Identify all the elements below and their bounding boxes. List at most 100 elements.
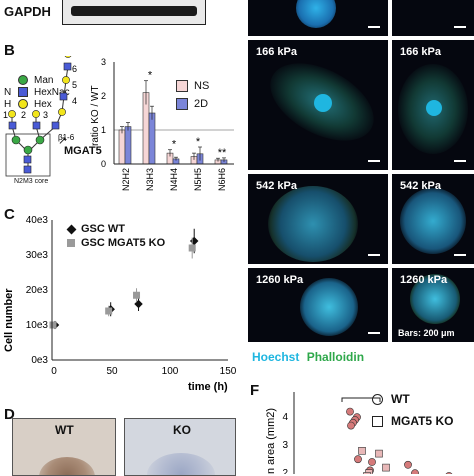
scale-bar xyxy=(368,254,380,256)
scale-bar xyxy=(368,332,380,334)
cell-spread xyxy=(268,186,358,262)
category-label-n6h6: N6H6 xyxy=(217,168,227,191)
legend-gsc-ko: GSC MGAT5 KO xyxy=(66,236,165,250)
kpa-label: 542 kPa xyxy=(256,180,297,192)
micro-tile-542-right: 542 kPa xyxy=(392,174,474,264)
category-label-n3h3: N3H3 xyxy=(145,168,155,191)
chart-c-legend: GSC WT GSC MGAT5 KO xyxy=(66,222,165,250)
man-right-icon xyxy=(35,135,45,145)
kpa-label: 1260 kPa xyxy=(256,274,304,286)
man-symbol-icon xyxy=(18,75,28,85)
square-marker-icon xyxy=(372,415,383,427)
chart-c-ylabel: Cell number xyxy=(3,288,15,352)
mgat5-label: MGAT5 xyxy=(64,145,102,157)
category-label-n2h2: N2H2 xyxy=(121,168,131,191)
legend-hex-prefix: H xyxy=(4,98,12,110)
stain-legend: Hoechst Phalloidin xyxy=(252,350,364,364)
hexnac-mgat5-icon xyxy=(51,121,60,130)
point-mgat5-ko xyxy=(375,449,383,458)
western-blot-gapdh xyxy=(62,0,206,25)
branch-number-5: 5 xyxy=(72,80,77,90)
chart-c-xtick-3: 150 xyxy=(220,366,237,377)
significance-mark: ** xyxy=(218,147,227,159)
kpa-label: 166 kPa xyxy=(256,46,297,58)
point-mgat5-ko xyxy=(358,446,366,455)
bars-scale-label: Bars: 200 μm xyxy=(398,328,455,338)
hex-ext5-icon xyxy=(64,56,72,58)
panel-b-letter: B xyxy=(4,42,15,59)
point-gsc-wt xyxy=(189,236,199,246)
bar-2d-n3h3 xyxy=(148,112,156,165)
scale-bar xyxy=(454,160,466,162)
category-label-n5h5: N5H5 xyxy=(193,168,203,191)
point-gsc-ko xyxy=(188,244,196,252)
chart-b-ylabel: ratio KO / WT xyxy=(90,85,101,146)
chart-b-ytick-2: 2 xyxy=(101,91,106,101)
micro-tile-row0-right xyxy=(392,0,474,36)
chart-c-ytick-4: 40e3 xyxy=(26,215,49,226)
gapdh-band xyxy=(71,6,197,16)
panel-f-letter: F xyxy=(250,382,260,399)
point-wt xyxy=(354,455,362,464)
branch-number-1: 1 xyxy=(3,110,8,120)
hex-b1-icon xyxy=(8,110,16,118)
legend-2d: 2D xyxy=(176,98,209,110)
legend-f-ko: MGAT5 KO xyxy=(372,410,453,432)
hex-b2-icon xyxy=(32,110,40,118)
bar-chart-ratio: N2H2 N3H3*N4H4*N5H5*N6H6** ratio KO / WT … xyxy=(90,57,234,191)
legend-hex-label: Hex xyxy=(34,98,52,110)
chart-b-ytick-1: 1 xyxy=(101,125,106,135)
hex-ext1-icon xyxy=(58,108,66,116)
scale-bar xyxy=(368,26,380,28)
chart-f-ylabel: n area (mm2) xyxy=(265,408,277,474)
chart-f-legend: WT MGAT5 KO xyxy=(372,388,453,432)
chart-c-ytick-1: 10e3 xyxy=(26,320,49,331)
hex-symbol-icon xyxy=(18,99,28,109)
scale-bar xyxy=(368,160,380,162)
point-gsc-ko xyxy=(133,291,141,299)
chart-b-legend: NS 2D xyxy=(176,80,209,110)
scale-bar xyxy=(454,26,466,28)
significance-mark: * xyxy=(172,139,177,151)
legend-2d-label: 2D xyxy=(194,98,209,110)
cell-spread xyxy=(400,188,466,254)
man-core-icon xyxy=(23,145,33,155)
chart-c-xlabel: time (h) xyxy=(188,381,228,393)
gapdh-label: GAPDH xyxy=(4,4,51,19)
legend-gsc-wt-label: GSC WT xyxy=(81,223,125,235)
legend-f-wt: WT xyxy=(372,388,453,410)
ko-spheroid-image: KO xyxy=(124,418,236,476)
circle-marker-icon xyxy=(372,393,383,405)
point-gsc-wt xyxy=(134,299,143,309)
micro-tile-542-left: 542 kPa xyxy=(248,174,388,264)
hoechst-label: Hoechst xyxy=(252,350,300,364)
legend-gsc-wt: GSC WT xyxy=(66,222,165,236)
micro-tile-166-right: 166 kPa xyxy=(392,40,474,170)
square-marker-icon xyxy=(67,239,75,247)
ko-spheroid-blob xyxy=(147,453,215,475)
hexnac-ext4-icon xyxy=(63,62,72,71)
chart-c-xtick-0: 0 xyxy=(51,366,57,377)
legend-f-ko-label: MGAT5 KO xyxy=(391,414,454,428)
phalloidin-label: Phalloidin xyxy=(306,350,365,364)
significance-stars: **** xyxy=(354,392,369,397)
bar-ns-n2h2 xyxy=(118,129,126,165)
kpa-label: 542 kPa xyxy=(400,180,441,192)
man-left-icon xyxy=(11,135,21,145)
micro-tile-1260-right: 1260 kPa Bars: 200 μm xyxy=(392,268,474,342)
legend-man: Man xyxy=(4,74,70,86)
branch-number-4: 4 xyxy=(72,96,77,106)
category-label-n4h4: N4H4 xyxy=(169,168,179,191)
hex-ext3-icon xyxy=(62,76,70,84)
point-wt xyxy=(404,460,412,469)
legend-hexnac-prefix: N xyxy=(4,86,12,98)
hexnac-symbol-icon xyxy=(18,87,28,97)
wt-label: WT xyxy=(55,423,74,437)
nucleus-blob xyxy=(314,94,332,112)
chart-b-ytick-3: 3 xyxy=(101,57,106,67)
wt-spheroid-image: WT xyxy=(12,418,116,476)
micro-tile-row0-left xyxy=(248,0,388,36)
chart-c-ytick-0: 0e3 xyxy=(31,355,48,366)
legend-gsc-ko-label: GSC MGAT5 KO xyxy=(81,237,166,249)
chart-c-ytick-3: 30e3 xyxy=(26,250,49,261)
